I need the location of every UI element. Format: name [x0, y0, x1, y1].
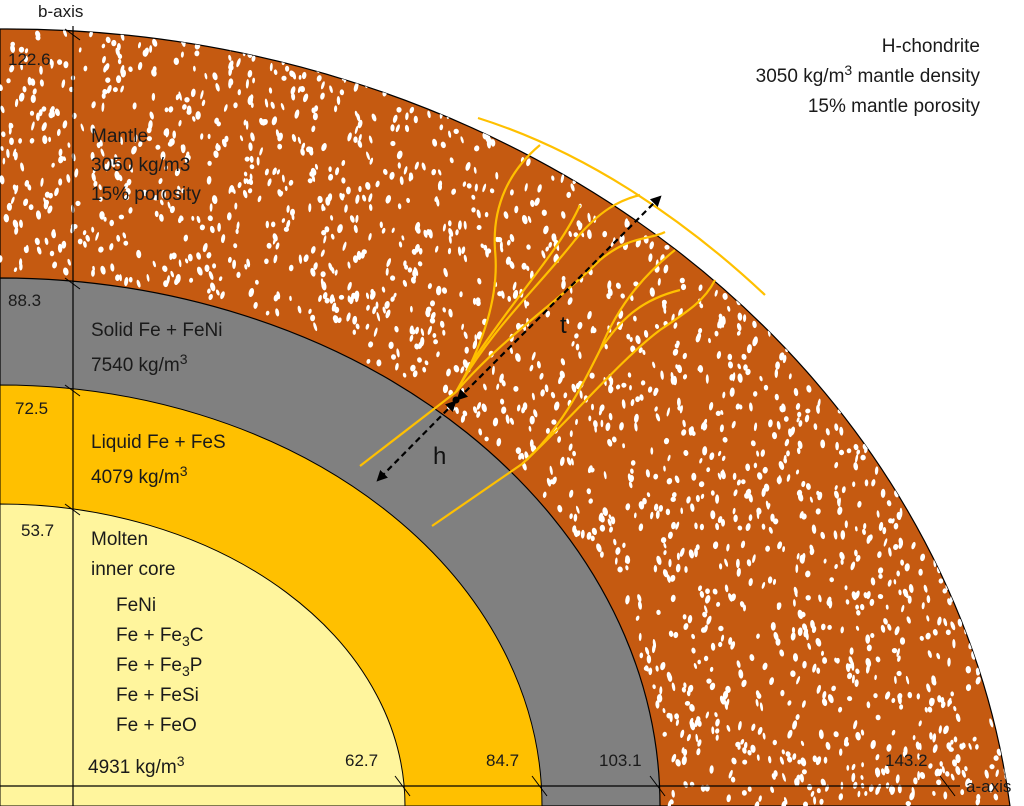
t-label: t	[560, 312, 567, 339]
h-label: h	[433, 443, 446, 470]
inner-core-component: Fe + Fe3P	[116, 655, 202, 679]
surface-vein-highlight	[477, 116, 766, 296]
a-axis-label: a-axis	[966, 777, 1011, 796]
inner-a-radius: 62.7	[345, 751, 378, 770]
inner-core-component: Fe + Fe3C	[116, 625, 204, 649]
inner-core-components: FeNi Fe + Fe3C Fe + Fe3P Fe + FeSi Fe + FeO	[116, 595, 204, 736]
inner-b-radius: 53.7	[21, 521, 54, 540]
mantle-density: 3050 kg/m3	[91, 155, 190, 176]
solid-b-radius: 88.3	[8, 291, 41, 310]
mantle-a-radius: 143.2	[885, 751, 928, 770]
mantle-label: Mantle 3050 kg/m3 15% porosity	[91, 126, 201, 205]
solid-a-radius: 103.1	[599, 751, 642, 770]
b-axis-label: b-axis	[38, 2, 83, 21]
solid-name: Solid Fe + FeNi	[91, 320, 222, 341]
info-block: H-chondrite 3050 kg/m3 mantle density 15…	[756, 36, 981, 117]
inner-core-component: FeNi	[116, 595, 156, 616]
molten-inner-core-layer	[0, 503, 406, 806]
inner-core-label: Molten inner core FeNi Fe + Fe3C Fe + Fe3P…	[88, 529, 204, 778]
liquid-density: 4079 kg/m3	[91, 463, 188, 488]
thickness-t-arrow	[456, 195, 662, 401]
inner-density: 4931 kg/m3	[88, 753, 185, 778]
inner-name-line-1: Molten	[91, 529, 148, 550]
dimension-junction-point	[452, 396, 460, 404]
inner-core-component: Fe + FeSi	[116, 685, 199, 706]
solid-label: Solid Fe + FeNi 7540 kg/m3	[91, 320, 222, 376]
solid-density: 7540 kg/m3	[91, 351, 188, 376]
info-line-1: H-chondrite	[882, 36, 980, 57]
axis-ticks	[64, 28, 956, 797]
mantle-porosity: 15% porosity	[91, 184, 201, 205]
inner-name-line-2: inner core	[91, 559, 176, 580]
liquid-a-radius: 84.7	[486, 751, 519, 770]
thickness-h-arrow	[376, 400, 457, 482]
mantle-name: Mantle	[91, 126, 148, 147]
inner-core-component: Fe + FeO	[116, 715, 197, 736]
info-line-2: 3050 kg/m3 mantle density	[756, 62, 981, 87]
mantle-b-radius: 122.6	[8, 50, 51, 69]
liquid-name: Liquid Fe + FeS	[91, 432, 226, 453]
info-line-3: 15% mantle porosity	[808, 96, 981, 117]
liquid-label: Liquid Fe + FeS 4079 kg/m3	[91, 432, 226, 488]
liquid-b-radius: 72.5	[15, 399, 48, 418]
